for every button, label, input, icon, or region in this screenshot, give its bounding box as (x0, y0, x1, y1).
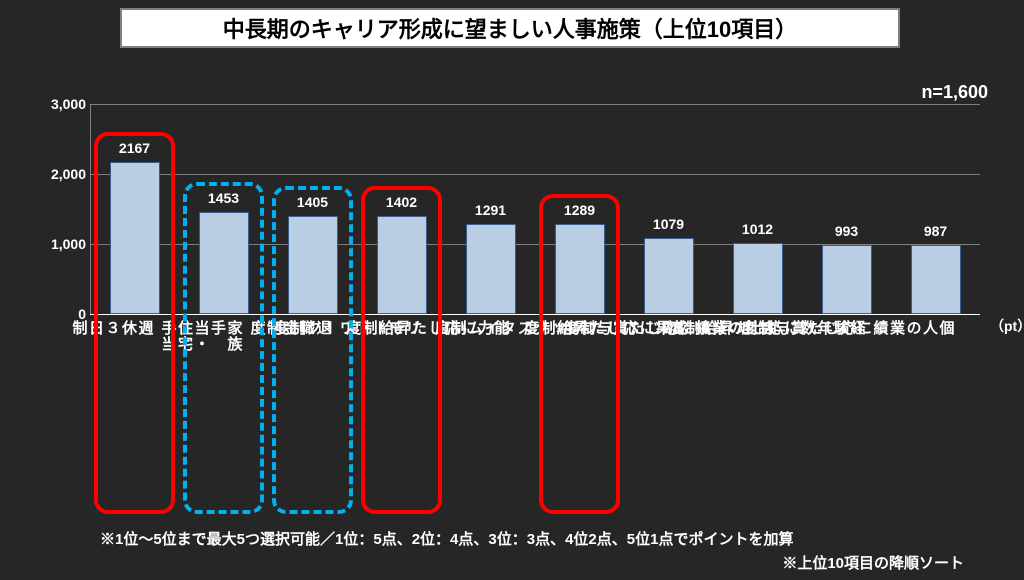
bar (644, 238, 694, 314)
bar (733, 243, 783, 314)
x-category-label: 個人の業績に応じた賞与制度 (918, 316, 954, 336)
bar-slot: 987 (891, 104, 980, 314)
bar-slot: 1012 (713, 104, 802, 314)
bar (555, 224, 605, 314)
bar-slot: 1453 (179, 104, 268, 314)
x-category-label: 週休３日制 (117, 316, 153, 336)
bar-value-label: 1012 (742, 221, 773, 237)
footnote-2: ※上位10項目の降順ソート (782, 552, 964, 573)
bar-slot: 1079 (624, 104, 713, 314)
bar (288, 216, 338, 314)
bars-container: 2167 1453 1405 1402 1291 1289 1079 1012 993 987 (90, 104, 980, 314)
unit-label: （pt） (990, 316, 1024, 336)
x-category-label: 家族手当・住宅手当 (206, 316, 242, 352)
bar-value-label: 1405 (297, 194, 328, 210)
bar-slot: 1291 (446, 104, 535, 314)
bar-value-label: 987 (924, 223, 947, 239)
plot-area: 01,0002,0003,000 21671453140514021291128… (40, 104, 980, 334)
chart-panel: 中長期のキャリア形成に望ましい人事施策（上位10項目） n=1,600 01,0… (0, 0, 1024, 580)
bar (911, 245, 961, 314)
bar (199, 212, 249, 314)
bar-value-label: 1453 (208, 190, 239, 206)
footnote-1: ※1位～5位まで最大5つ選択可能／1位：5点、2位：4点、3位：3点、4位2点、… (100, 528, 793, 549)
bar (110, 162, 160, 314)
chart-title: 中長期のキャリア形成に望ましい人事施策（上位10項目） (120, 8, 900, 48)
bar-value-label: 1402 (386, 194, 417, 210)
bar-value-label: 993 (835, 223, 858, 239)
y-axis: 01,0002,0003,000 (40, 104, 90, 314)
bar (822, 245, 872, 315)
bar-value-label: 1079 (653, 216, 684, 232)
bar-value-label: 1291 (475, 202, 506, 218)
bar-value-label: 1289 (564, 202, 595, 218)
bar (377, 216, 427, 314)
y-tick-label: 1,000 (51, 236, 86, 252)
bar-slot: 2167 (90, 104, 179, 314)
y-tick-label: 3,000 (51, 96, 86, 112)
baseline (90, 314, 980, 315)
bar-slot: 993 (802, 104, 891, 314)
y-tick-label: 2,000 (51, 166, 86, 182)
bar (466, 224, 516, 314)
bar-slot: 1405 (268, 104, 357, 314)
bar-slot: 1402 (357, 104, 446, 314)
bar-value-label: 2167 (119, 140, 150, 156)
sample-size-label: n=1,600 (921, 82, 988, 103)
bar-slot: 1289 (535, 104, 624, 314)
